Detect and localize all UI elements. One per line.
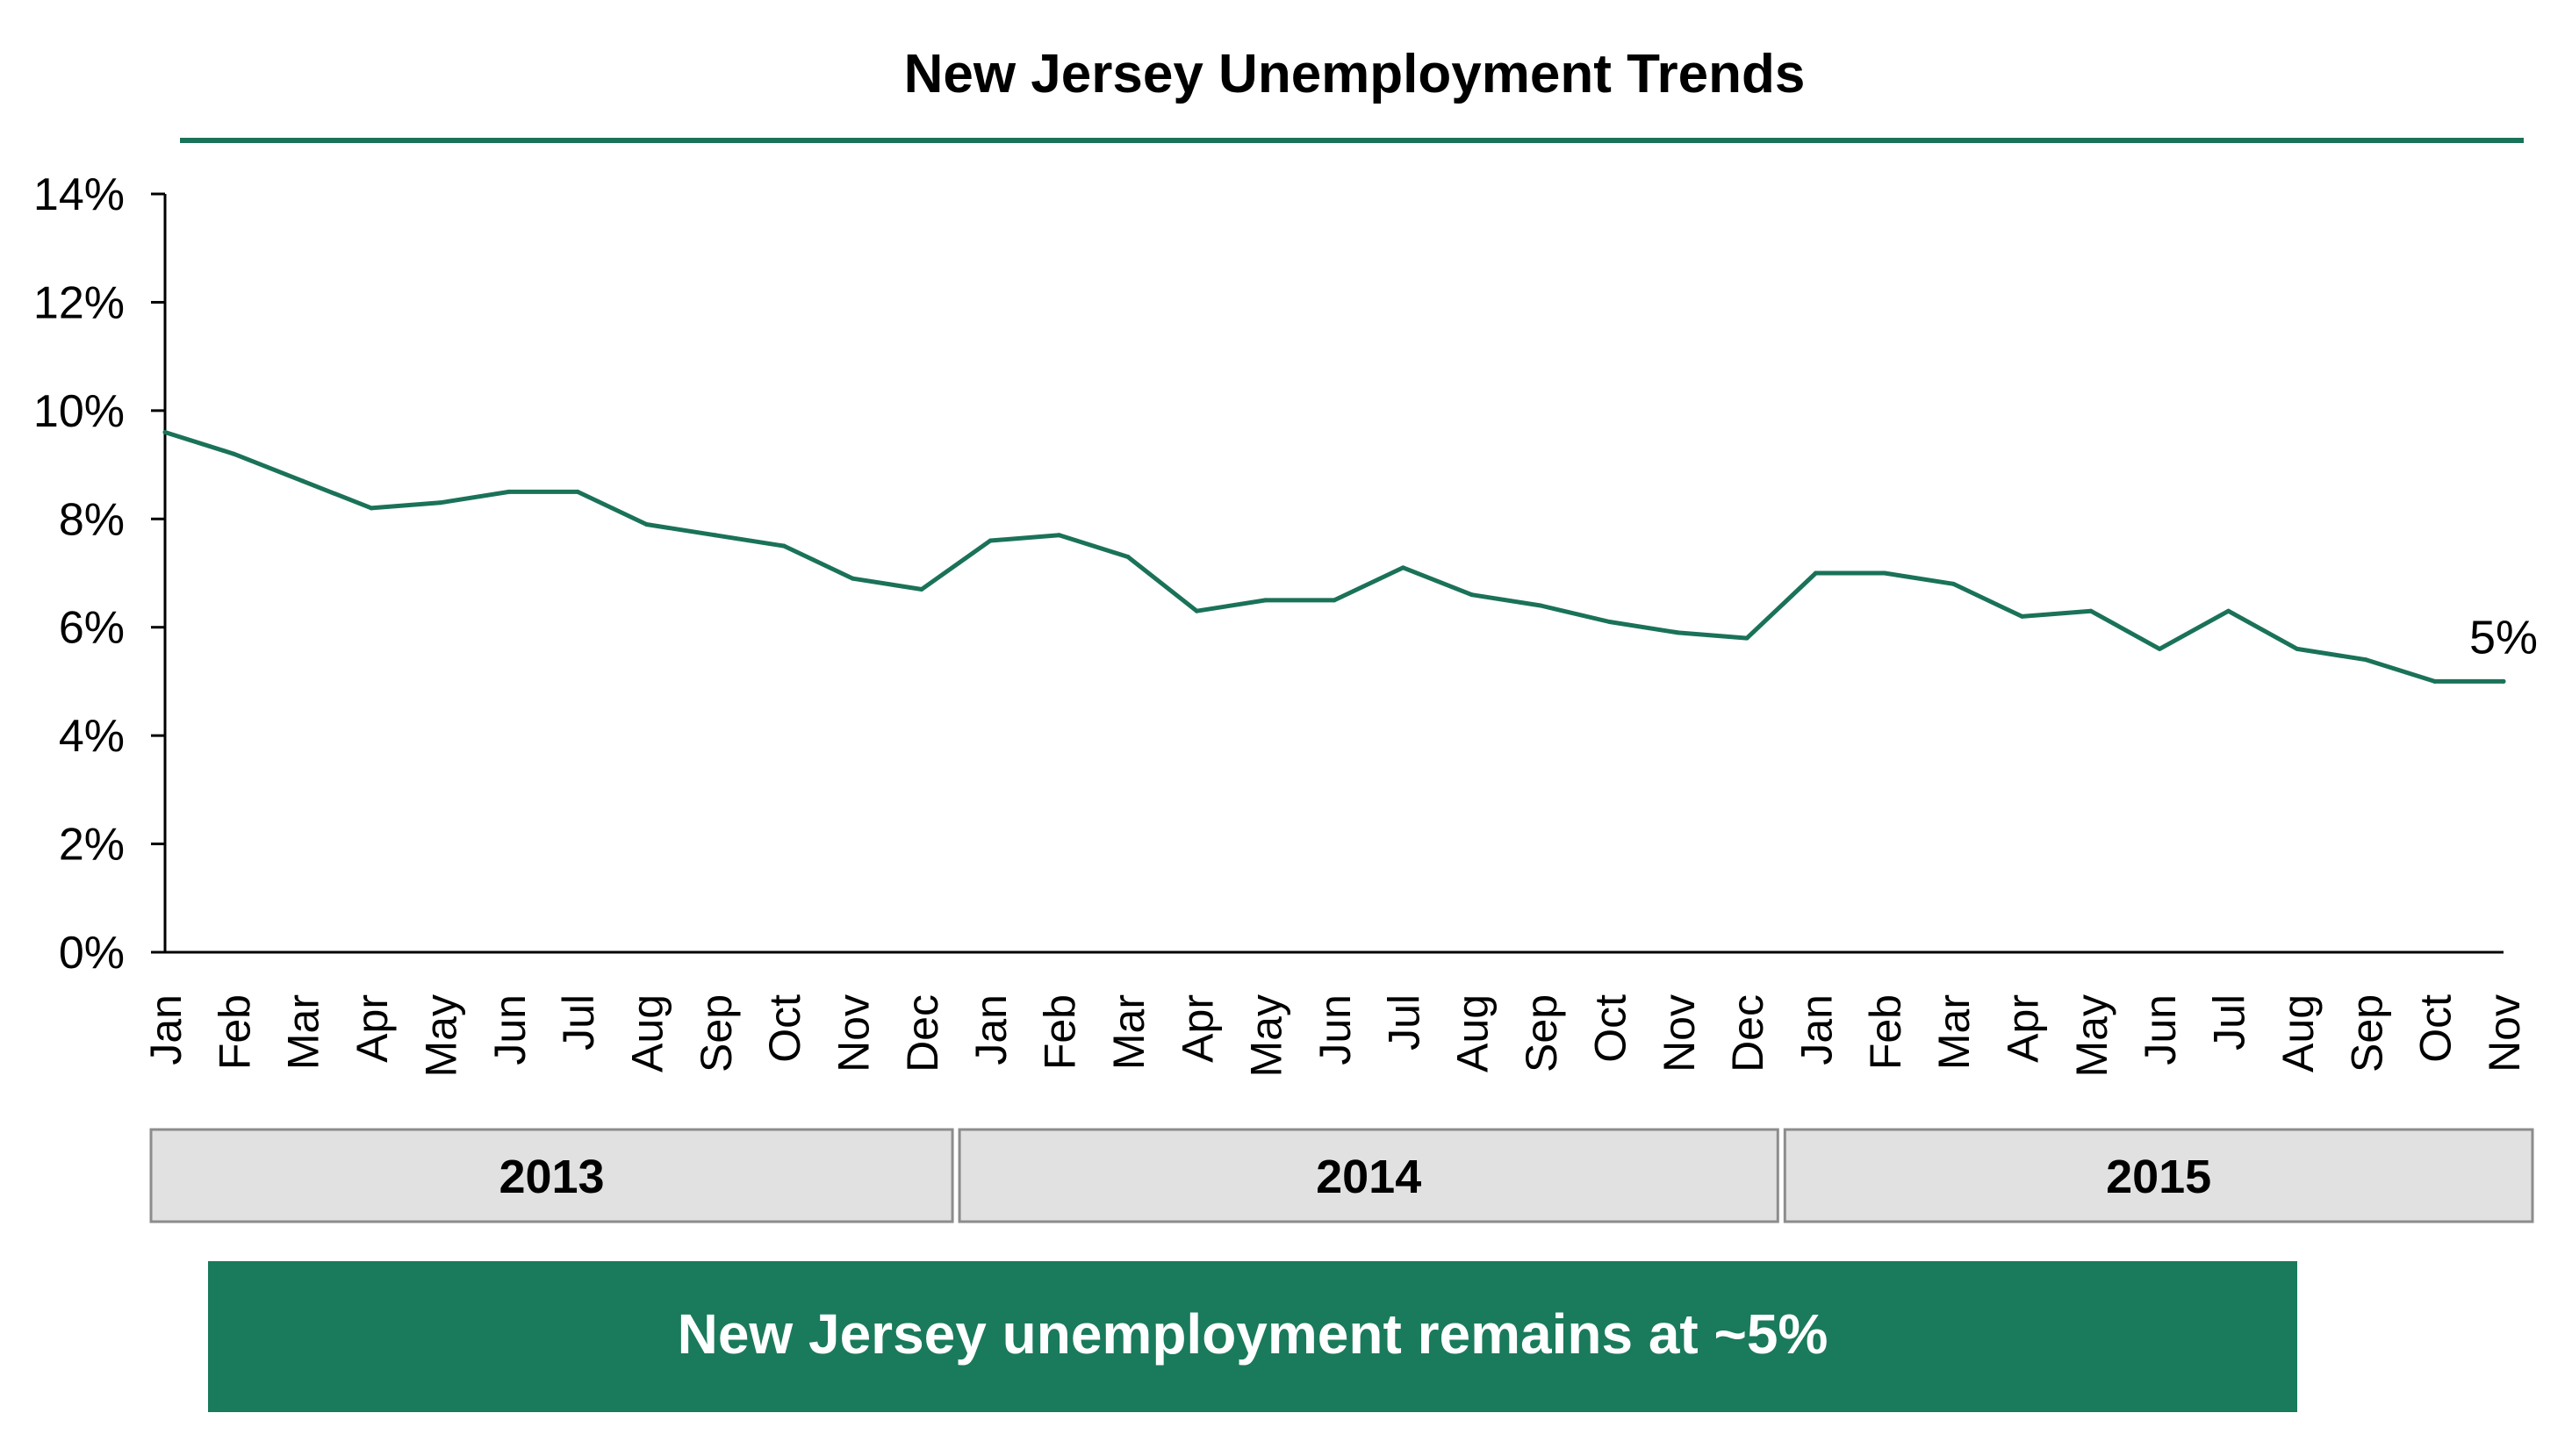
- x-tick-label: Jun: [485, 994, 535, 1065]
- year-box: [958, 1128, 1779, 1223]
- callout-text: New Jersey unemployment remains at ~5%: [678, 1302, 1828, 1366]
- x-tick-label: Jun: [2136, 994, 2185, 1065]
- year-box: [1783, 1128, 2534, 1223]
- x-tick-label: Apr: [348, 994, 397, 1063]
- year-label: 2014: [1316, 1151, 1421, 1203]
- x-tick-label: May: [416, 994, 465, 1077]
- x-tick-label: Apr: [1173, 994, 1222, 1063]
- x-tick-label: Jan: [966, 994, 1016, 1065]
- y-tick-label: 8%: [59, 494, 125, 545]
- x-tick-label: May: [1242, 994, 1291, 1077]
- x-tick-label: Aug: [1448, 994, 1498, 1072]
- x-axis: Jan Feb Mar Apr May Jun Jul Aug Sep Oct Nov Dec Jan F…: [141, 950, 2529, 1077]
- x-tick-label: Jun: [1311, 994, 1360, 1065]
- series-line-group: [162, 430, 2506, 684]
- x-tick-label: Mar: [1929, 994, 1979, 1070]
- x-tick-label: Nov: [2480, 994, 2529, 1072]
- data-point: [369, 506, 374, 511]
- data-point: [1744, 635, 1749, 641]
- data-point: [575, 489, 580, 494]
- data-point: [1332, 598, 1337, 603]
- x-tick-label: Jul: [554, 994, 603, 1051]
- data-point: [713, 533, 718, 538]
- x-tick-label: Oct: [760, 994, 809, 1063]
- series-line: [162, 430, 2506, 684]
- y-tick-label: 12%: [33, 277, 125, 328]
- x-tick-label: Nov: [830, 994, 879, 1072]
- data-point: [1951, 581, 1956, 586]
- data-point: [2295, 646, 2300, 651]
- data-point: [2157, 646, 2162, 651]
- x-tick-label: Dec: [898, 994, 947, 1072]
- data-point: [437, 500, 442, 506]
- data-point: [231, 451, 236, 456]
- data-point: [300, 478, 305, 484]
- x-tick-label: Feb: [1861, 994, 1910, 1070]
- y-tick-label: 14%: [33, 169, 125, 220]
- data-point: [988, 538, 993, 543]
- data-point: [2501, 678, 2506, 684]
- data-point: [2020, 613, 2025, 619]
- data-point: [2226, 608, 2231, 613]
- y-tick-label: 6%: [59, 603, 125, 654]
- callout-background: [208, 1261, 2297, 1412]
- x-tick-label: Oct: [2411, 994, 2461, 1063]
- data-point: [1813, 570, 1818, 576]
- data-point: [162, 430, 168, 435]
- x-tick-label: Mar: [1104, 994, 1153, 1070]
- data-point: [643, 521, 649, 527]
- data-point: [1606, 620, 1612, 625]
- y-tick-label: 2%: [59, 820, 125, 871]
- y-tick-label: 10%: [33, 386, 125, 437]
- data-point: [1263, 598, 1268, 603]
- data-point: [2432, 678, 2438, 684]
- x-tick-label: Apr: [1999, 994, 2048, 1063]
- x-tick-label: Jul: [2205, 994, 2254, 1051]
- x-tick-label: Jan: [141, 994, 190, 1065]
- data-point: [851, 576, 856, 581]
- data-point: [1676, 630, 1681, 635]
- data-point: [506, 489, 512, 494]
- x-tick-label: Dec: [1723, 994, 1772, 1072]
- data-point: [1469, 592, 1475, 598]
- x-tick-label: May: [2067, 994, 2116, 1077]
- y-axis: 0% 2% 4% 6% 8% 10% 12% 14%: [33, 169, 167, 979]
- x-tick-label: Feb: [1036, 994, 1085, 1070]
- x-tick-label: Oct: [1585, 994, 1634, 1063]
- x-tick-label: Nov: [1655, 994, 1704, 1072]
- year-label: 2013: [499, 1151, 604, 1203]
- data-point: [1882, 570, 1887, 576]
- data-point: [1400, 565, 1405, 570]
- x-tick-label: Jul: [1379, 994, 1428, 1051]
- chart-title: New Jersey Unemployment Trends: [904, 44, 1806, 104]
- x-tick-label: Sep: [2342, 994, 2391, 1072]
- x-tick-label: Sep: [692, 994, 741, 1072]
- callout-banner: New Jersey unemployment remains at ~5%: [208, 1261, 2297, 1412]
- data-point: [1125, 554, 1131, 559]
- x-tick-label: Jan: [1792, 994, 1841, 1065]
- y-tick-label: 4%: [59, 711, 125, 762]
- year-groups: 2013 2014 2015: [149, 1128, 2534, 1223]
- data-point: [919, 587, 924, 592]
- x-tick-label: Mar: [279, 994, 328, 1070]
- x-tick-label: Aug: [622, 994, 672, 1072]
- data-point: [1194, 608, 1199, 613]
- data-point: [1538, 603, 1543, 608]
- x-tick-label: Aug: [2274, 994, 2323, 1072]
- data-point: [2363, 657, 2368, 663]
- end-value-label: 5%: [2469, 611, 2538, 663]
- data-point: [1057, 533, 1062, 538]
- year-box: [149, 1128, 954, 1223]
- x-tick-label: Feb: [210, 994, 259, 1070]
- x-tick-label: Sep: [1517, 994, 1566, 1072]
- data-point: [2088, 608, 2094, 613]
- data-point: [781, 543, 787, 549]
- y-tick-label: 0%: [59, 928, 125, 979]
- year-label: 2015: [2106, 1151, 2211, 1203]
